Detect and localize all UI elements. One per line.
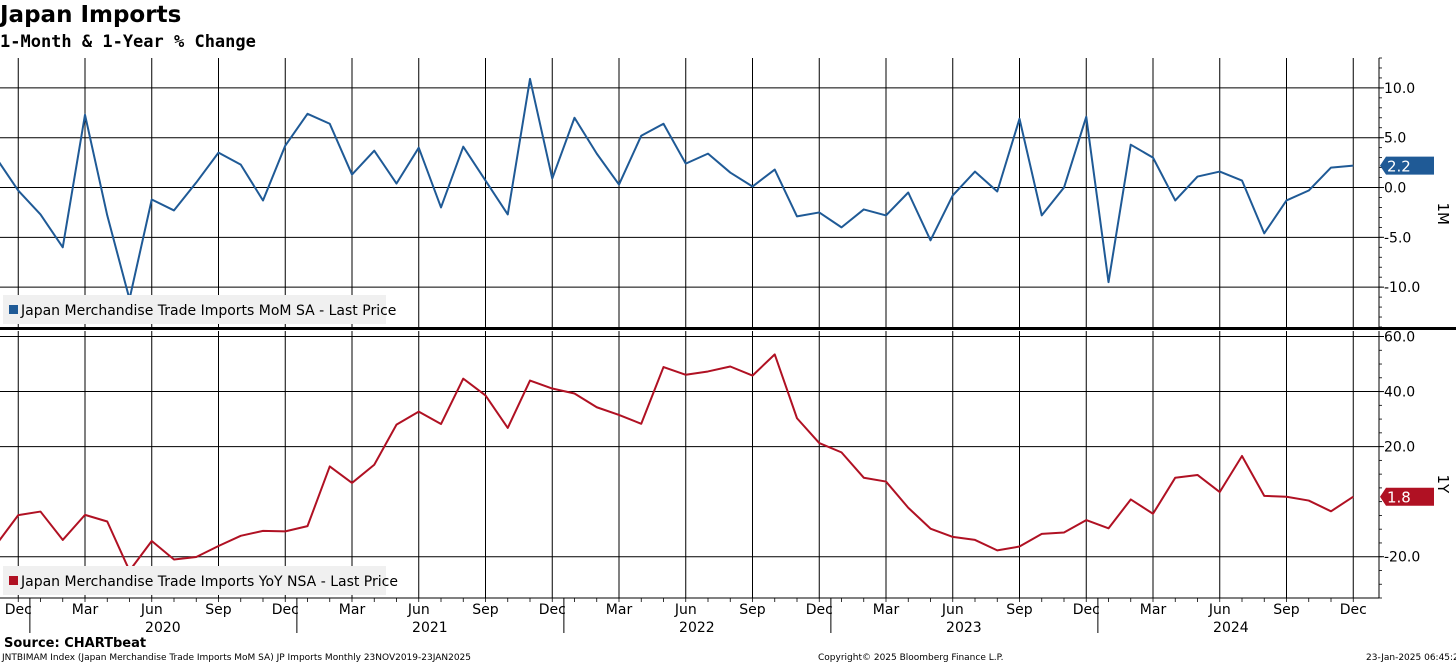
- x-month-label: Sep: [472, 602, 499, 618]
- x-month-label: Mar: [873, 602, 900, 618]
- last-value-flag: [1380, 487, 1434, 506]
- copyright-note: Copyright© 2025 Bloomberg Finance L.P.: [818, 653, 1004, 663]
- last-value-label: 1.8: [1387, 489, 1411, 507]
- y-tick-label: 60.0: [1384, 330, 1415, 346]
- y-tick-label: -20.0: [1384, 550, 1420, 566]
- y-tick-label: -10.0: [1384, 280, 1420, 296]
- legend-swatch: [9, 576, 18, 585]
- x-month-label: Sep: [205, 602, 232, 618]
- y-tick-label: 20.0: [1384, 440, 1415, 456]
- legend-label: Japan Merchandise Trade Imports MoM SA -…: [20, 303, 396, 319]
- x-month-label: Mar: [606, 602, 633, 618]
- legend-label: Japan Merchandise Trade Imports YoY NSA …: [20, 574, 398, 590]
- x-year-label: 2024: [1213, 620, 1249, 636]
- legend-box: [3, 295, 386, 324]
- legend-swatch: [9, 305, 18, 314]
- x-month-label: Jun: [140, 602, 163, 618]
- x-month-label: Sep: [1006, 602, 1033, 618]
- y-axis-title: 1Y: [1434, 475, 1452, 495]
- x-month-label: Jun: [941, 602, 964, 618]
- y-tick-label: 5.0: [1384, 131, 1406, 147]
- series-line-yoy: [0, 353, 1354, 572]
- x-month-label: Sep: [1273, 602, 1300, 618]
- x-month-label: Jun: [1208, 602, 1231, 618]
- source-note: Source: CHARTbeat: [4, 636, 147, 651]
- x-month-label: Dec: [539, 602, 566, 618]
- y-tick-label: 0.0: [1384, 181, 1406, 197]
- x-month-label: Mar: [1140, 602, 1167, 618]
- x-month-label: Dec: [5, 602, 32, 618]
- x-month-label: Dec: [1340, 602, 1367, 618]
- y-axis-title: 1M: [1434, 203, 1452, 226]
- x-month-label: Dec: [806, 602, 833, 618]
- x-month-label: Mar: [72, 602, 99, 618]
- ticker-info: JNTBIMAM Index (Japan Merchandise Trade …: [2, 653, 471, 663]
- timestamp: 23-Jan-2025 06:45:24: [1366, 653, 1456, 663]
- y-tick-label: -5.0: [1384, 230, 1411, 246]
- x-month-label: Dec: [272, 602, 299, 618]
- series-line-mom: [0, 77, 1354, 301]
- x-month-label: Jun: [674, 602, 697, 618]
- x-year-label: 2021: [412, 620, 448, 636]
- x-month-label: Sep: [739, 602, 766, 618]
- last-value-flag: [1380, 156, 1434, 175]
- x-year-label: 2023: [946, 620, 982, 636]
- x-month-label: Jun: [407, 602, 430, 618]
- chart-subtitle: 1-Month & 1-Year % Change: [0, 32, 256, 52]
- chart-title: Japan Imports: [0, 2, 182, 28]
- last-value-label: 2.2: [1387, 158, 1411, 176]
- x-year-label: 2022: [679, 620, 715, 636]
- legend-box: [3, 566, 386, 595]
- x-month-label: Mar: [339, 602, 366, 618]
- x-year-label: 2020: [145, 620, 181, 636]
- y-tick-label: 10.0: [1384, 81, 1415, 97]
- y-tick-label: 40.0: [1384, 385, 1415, 401]
- x-month-label: Dec: [1073, 602, 1100, 618]
